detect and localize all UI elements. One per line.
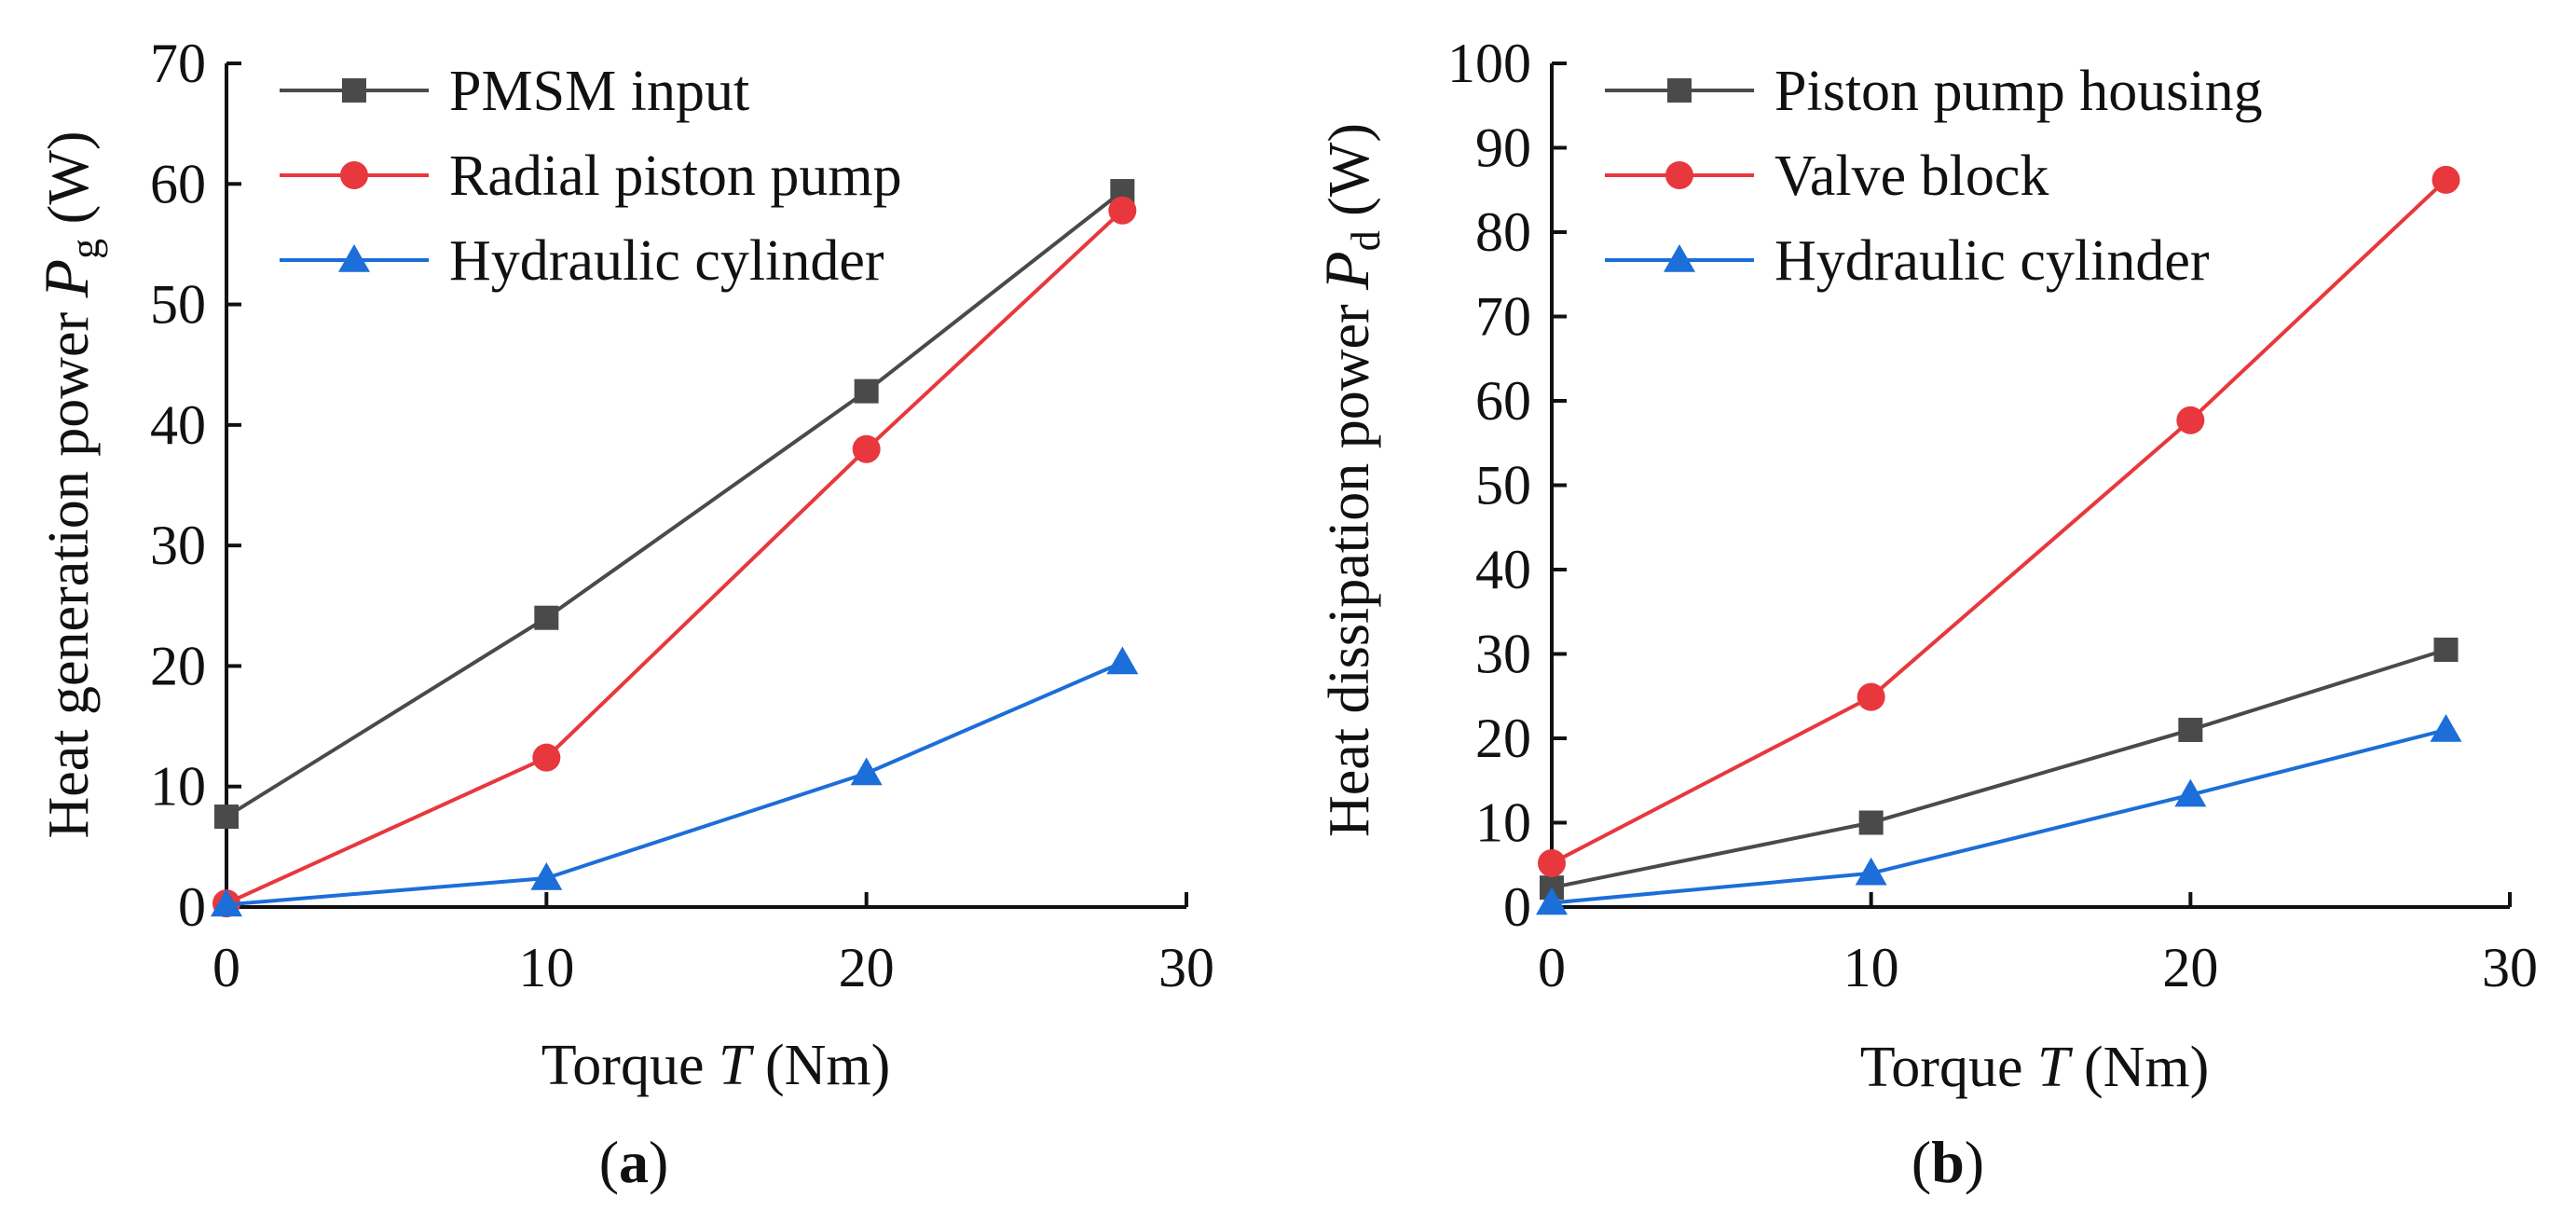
panel-b-series-hydraulic-cylinder-line (1551, 728, 2446, 905)
panel-b-legend-piston-pump-housing-label: Piston pump housing (1774, 60, 2263, 123)
panel-b-y-tick-label: 80 (1475, 201, 1531, 263)
panel-a-legend-radial-piston-pump-marker (340, 161, 368, 189)
panel-b-y-tick-label: 50 (1475, 455, 1531, 516)
panel-a-y-tick-label: 0 (178, 876, 206, 938)
panel-b-caption: (b) (1911, 1129, 1984, 1195)
panel-b-y-tick-label: 100 (1447, 33, 1531, 94)
panel-b-legend-hydraulic-cylinder-label: Hydraulic cylinder (1774, 229, 2210, 293)
panel-a-x-axis-label: Torque T (Nm) (541, 1034, 891, 1097)
panel-a-y-tick-label: 70 (150, 33, 206, 94)
panel-b-legend-piston-pump-housing-marker (1667, 78, 1692, 103)
panel-a-legend-pmsm-input-marker (342, 78, 366, 103)
panel-b-series-valve-block-line (1551, 178, 2447, 865)
panel-b-series-piston-pump-housing-line (1551, 648, 2447, 890)
panel-a-series-hydraulic-cylinder-point (850, 757, 883, 786)
panel-b-y-tick-label: 0 (1503, 876, 1531, 938)
panel-a-x-tick-label: 30 (1158, 937, 1214, 998)
panel-a-y-tick-label: 10 (150, 756, 206, 818)
panel-a-chart: Torque T (Nm) Heat generation power Pg (… (31, 33, 1214, 1195)
panel-b-series-hydraulic-cylinder-point (2430, 713, 2462, 742)
panel-a-series-radial-piston-pump-point (852, 434, 881, 463)
panel-b-series-hydraulic-cylinder-point (1855, 857, 1887, 886)
panel-a-y-tick-label: 30 (150, 515, 206, 576)
panel-b-y-axis-label: Heat dissipation power Pd (W) (1311, 123, 1389, 837)
panel-a-series-hydraulic-cylinder-line (226, 660, 1124, 907)
panel-b-chart: Torque T (Nm) Heat dissipation power Pd … (1311, 33, 2538, 1195)
panel-a-x-tick-label: 20 (839, 937, 895, 998)
panel-a-series-hydraulic-cylinder-point (211, 888, 242, 917)
panel-a-legend-hydraulic-cylinder-marker (338, 244, 370, 272)
panel-b-series-piston-pump-housing-point (1858, 810, 1884, 835)
panel-b-legend-valve-block-marker (1665, 161, 1693, 189)
panel-b-y-tick-label: 40 (1475, 539, 1531, 600)
panel-b-series-valve-block-point (1538, 848, 1566, 877)
panel-b-x-tick-label: 30 (2482, 937, 2538, 998)
panel-a-series-pmsm-input-point (534, 605, 559, 630)
panel-b-series-hydraulic-cylinder-point (2174, 778, 2207, 807)
panel-a-series-radial-piston-pump-point (532, 743, 561, 772)
panel-b-y-tick-label: 90 (1475, 117, 1531, 179)
panel-b-x-tick-label: 10 (1843, 937, 1899, 998)
panel-a-series-pmsm-input-point (854, 378, 879, 404)
panel-a-legend-hydraulic-cylinder-label: Hydraulic cylinder (449, 229, 884, 293)
panel-a-series-radial-piston-pump-line (226, 209, 1124, 905)
panel-b-x-axis-label: Torque T (Nm) (1860, 1036, 2210, 1099)
panel-a-y-axis-label: Heat generation power Pg (W) (31, 131, 108, 839)
panel-b-y-tick-label: 20 (1475, 708, 1531, 769)
panel-a-y-tick-label: 40 (150, 394, 206, 456)
panel-b-y-tick-label: 10 (1475, 792, 1531, 854)
panel-a-legend-pmsm-input-label: PMSM input (449, 60, 749, 123)
panel-b-y-tick-label: 30 (1475, 624, 1531, 685)
panel-a-series-pmsm-input-point (214, 805, 239, 830)
panel-a-x-tick-label: 10 (518, 937, 574, 998)
panel-b-series-valve-block-point (2432, 165, 2460, 194)
panel-a-series-hydraulic-cylinder-point (1106, 646, 1139, 675)
panel-b-legend-hydraulic-cylinder-marker (1664, 244, 1695, 272)
panel-a-y-tick-label: 60 (150, 153, 206, 214)
panel-a-x-tick-label: 0 (212, 937, 240, 998)
panel-b-series-valve-block-point (2176, 406, 2205, 434)
panel-b-series-piston-pump-housing-point (2178, 717, 2203, 742)
panel-a-series-radial-piston-pump-point (1108, 196, 1137, 225)
panel-b-legend-valve-block-label: Valve block (1774, 144, 2048, 208)
panel-a-y-tick-label: 50 (150, 274, 206, 336)
panel-a-series-hydraulic-cylinder-point (530, 861, 563, 890)
panel-b-x-tick-label: 20 (2162, 937, 2218, 998)
panel-b-y-tick-label: 60 (1475, 370, 1531, 432)
panel-b-x-tick-label: 0 (1538, 937, 1566, 998)
panel-a-legend-radial-piston-pump-label: Radial piston pump (449, 144, 902, 208)
panel-b-series-hydraulic-cylinder-point (1536, 887, 1568, 915)
panel-a-series-pmsm-input-line (225, 189, 1124, 818)
panel-b-series-valve-block-point (1857, 682, 1885, 711)
panel-b-y-tick-label: 70 (1475, 286, 1531, 348)
panel-a-y-tick-label: 20 (150, 635, 206, 696)
panel-a-caption: (a) (599, 1129, 669, 1195)
panel-b-series-piston-pump-housing-point (2433, 637, 2459, 662)
